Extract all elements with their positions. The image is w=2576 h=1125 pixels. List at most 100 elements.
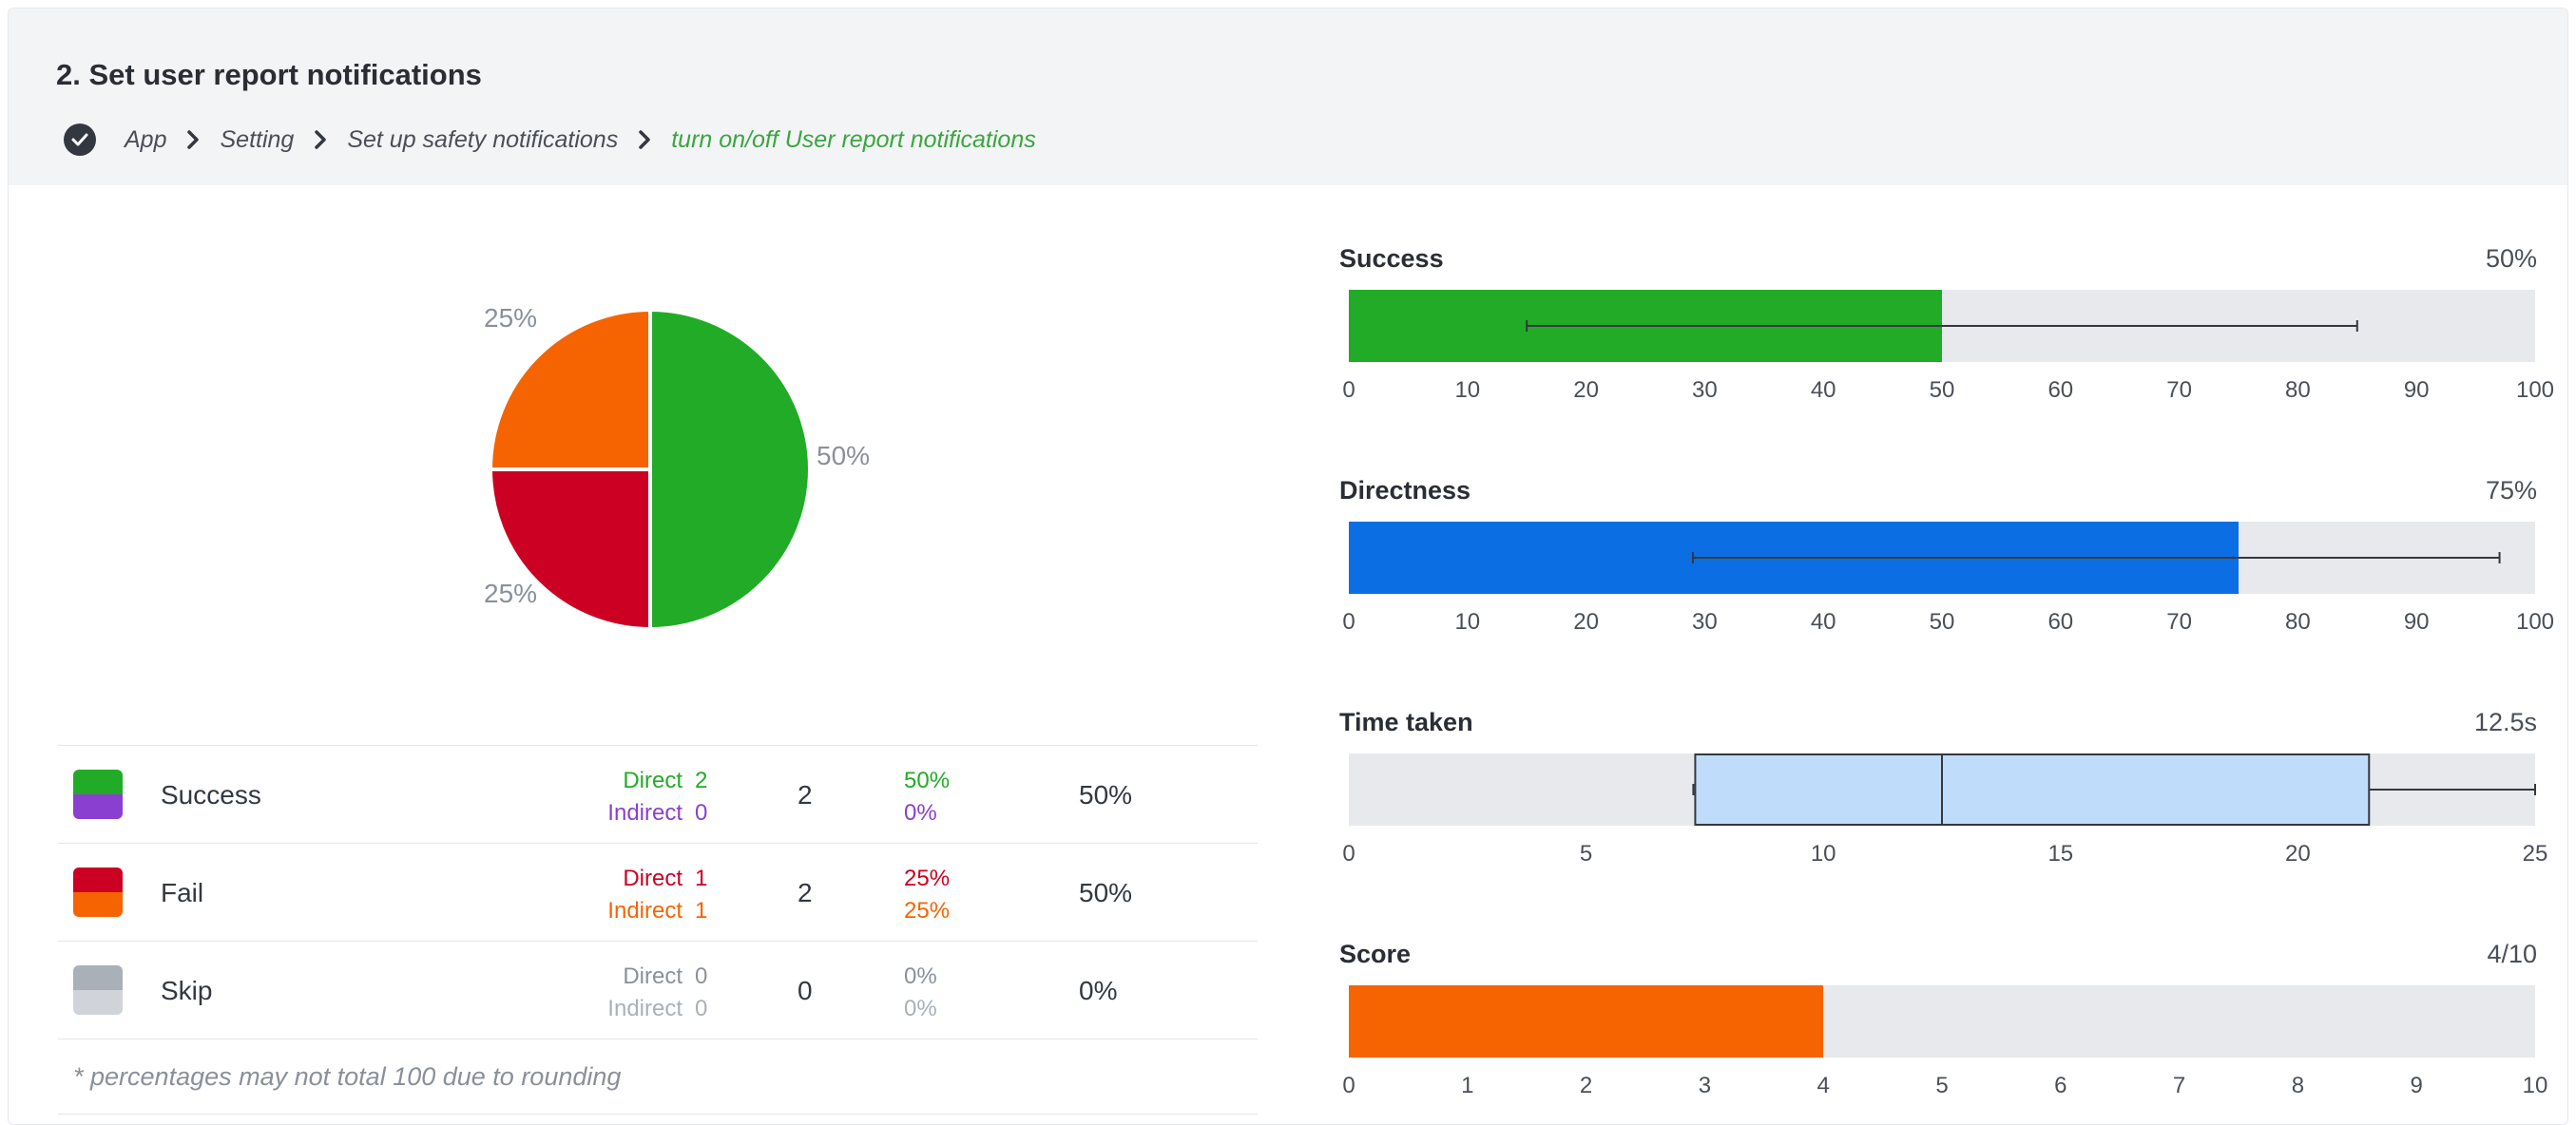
breadcrumb-item-safety: Set up safety notifications: [347, 125, 619, 153]
axis-tick-label: 5: [1579, 841, 1593, 867]
metric-title: Time taken: [1339, 708, 1473, 736]
task-result-card: 2. Set user report notifications App Set…: [8, 8, 2568, 1125]
axis-tick-label: 90: [2403, 609, 2430, 635]
axis-tick-label: 30: [1692, 377, 1718, 403]
axis-tick-label: 0: [1342, 609, 1355, 635]
row-overall-pct: 50%: [1079, 878, 1133, 907]
axis-tick-label: 10: [1810, 841, 1836, 867]
indirect-label: Indirect: [607, 996, 682, 1021]
breadcrumb-item-setting: Setting: [220, 125, 295, 153]
indirect-pct: 25%: [904, 898, 951, 924]
direct-label: Direct: [623, 963, 682, 989]
row-total: 0: [798, 976, 813, 1005]
direct-pct: 50%: [904, 768, 951, 793]
row-label: Success: [161, 780, 261, 810]
pie-label-success: 50%: [817, 441, 871, 470]
metric-title: Score: [1339, 940, 1412, 968]
axis-tick-label: 60: [2047, 377, 2074, 403]
direct-label: Direct: [623, 866, 682, 891]
table-row-fail: Fail Direct Indirect 1 1 2 25% 25% 50%: [58, 843, 1258, 941]
table-row-success: Success Direct Indirect 2 0 2 50% 0% 50%: [58, 745, 1258, 843]
success-error-bar: [1526, 320, 2358, 332]
direct-count: 0: [695, 963, 708, 989]
row-overall-pct: 50%: [1079, 780, 1133, 810]
direct-count: 2: [695, 768, 708, 793]
axis-tick-label: 50: [1929, 609, 1955, 635]
axis-tick-label: 70: [2166, 377, 2192, 403]
row-label: Skip: [161, 976, 213, 1005]
axis-tick-label: 30: [1692, 609, 1718, 635]
axis-tick-label: 0: [1342, 841, 1355, 867]
breadcrumb-item-app: App: [125, 125, 167, 153]
metric-time-taken: Time taken 12.5s 0 5 10 15 20 25: [1339, 708, 2547, 888]
pie-slice-fail[interactable]: [488, 467, 652, 632]
metric-success: Success 50% 0 10 20 30 40 50 60 70 80 90 100: [1339, 244, 2554, 425]
pie-slice-fail-indirect[interactable]: [488, 307, 652, 471]
axis-tick-label: 20: [2285, 841, 2311, 867]
indirect-pct: 0%: [904, 996, 937, 1021]
axis-tick-label: 7: [2172, 1073, 2186, 1098]
axis-tick-label: 100: [2515, 609, 2555, 635]
row-total: 2: [798, 878, 813, 907]
indirect-count: 1: [695, 898, 708, 924]
axis-tick-label: 10: [2522, 1073, 2548, 1098]
axis-tick-label: 50: [1929, 377, 1955, 403]
chevron-right-icon: [639, 130, 650, 149]
axis-tick-label: 25: [2522, 841, 2548, 867]
box-iqr: [1694, 753, 2371, 826]
axis-tick-label: 90: [2403, 377, 2430, 403]
directness-axis: 0 10 20 30 40 50 60 70 80 90 100: [1342, 609, 2554, 638]
table-row-skip: Skip Direct Indirect 0 0 0 0% 0% 0%: [58, 941, 1258, 1039]
chevron-right-icon: [187, 130, 200, 149]
axis-tick-label: 40: [1810, 609, 1836, 635]
breadcrumb-item-destination: turn on/off User report notifications: [671, 125, 1036, 153]
chevron-right-icon: [315, 130, 327, 149]
axis-tick-label: 15: [2047, 841, 2074, 867]
row-total: 2: [798, 780, 813, 810]
rounding-footnote: * percentages may not total 100 due to r…: [58, 1039, 1258, 1115]
metric-score: Score 4/10 0 1 2 3 4 5 6 7 8 9 10: [1339, 940, 2547, 1120]
axis-tick-label: 100: [2515, 377, 2555, 403]
axis-tick-label: 6: [2054, 1073, 2067, 1098]
fail-swatch: [73, 868, 123, 917]
metric-value: 12.5s: [2473, 708, 2537, 736]
results-table: Success Direct Indirect 2 0 2 50% 0% 50%…: [58, 745, 1258, 1115]
metric-value: 50%: [2485, 244, 2537, 273]
metric-title: Directness: [1339, 476, 1471, 505]
directness-error-bar: [1691, 552, 2501, 563]
axis-tick-label: 80: [2285, 377, 2311, 403]
metric-value: 75%: [2485, 476, 2537, 505]
time-axis: 0 5 10 15 20 25: [1342, 841, 2547, 869]
indirect-count: 0: [695, 800, 708, 826]
row-label: Fail: [161, 878, 204, 907]
check-circle-icon: [64, 124, 96, 156]
axis-tick-label: 4: [1817, 1073, 1830, 1098]
axis-tick-label: 2: [1579, 1073, 1593, 1098]
indirect-label: Indirect: [607, 800, 682, 826]
axis-tick-label: 40: [1810, 377, 1836, 403]
success-swatch: [73, 770, 123, 819]
metric-value: 4/10: [2487, 940, 2537, 968]
task-header: 2. Set user report notifications App Set…: [9, 9, 2567, 185]
score-axis: 0 1 2 3 4 5 6 7 8 9 10: [1342, 1073, 2547, 1101]
axis-tick-label: 8: [2291, 1073, 2305, 1098]
pie-slice-success[interactable]: [648, 307, 812, 632]
metric-directness: Directness 75% 0 10 20 30 40 50 60 70 80 90 100: [1339, 476, 2554, 657]
axis-tick-label: 5: [1935, 1073, 1949, 1098]
axis-tick-label: 20: [1573, 377, 1599, 403]
success-axis: 0 10 20 30 40 50 60 70 80 90 100: [1342, 377, 2554, 406]
breadcrumb: App Setting Set up safety notifications …: [64, 121, 1036, 159]
axis-tick-label: 10: [1454, 377, 1481, 403]
results-pie-chart: [488, 307, 812, 632]
metric-title: Success: [1339, 244, 1444, 273]
time-box-plot: [1692, 753, 2536, 826]
metric-track: [1349, 985, 2535, 1058]
axis-tick-label: 20: [1573, 609, 1599, 635]
indirect-pct: 0%: [904, 800, 937, 826]
axis-tick-label: 1: [1461, 1073, 1474, 1098]
pie-label-fail-indirect: 25%: [484, 303, 538, 333]
indirect-count: 0: [695, 996, 708, 1021]
direct-pct: 25%: [904, 866, 951, 891]
task-title: 2. Set user report notifications: [56, 58, 482, 91]
axis-tick-label: 60: [2047, 609, 2074, 635]
